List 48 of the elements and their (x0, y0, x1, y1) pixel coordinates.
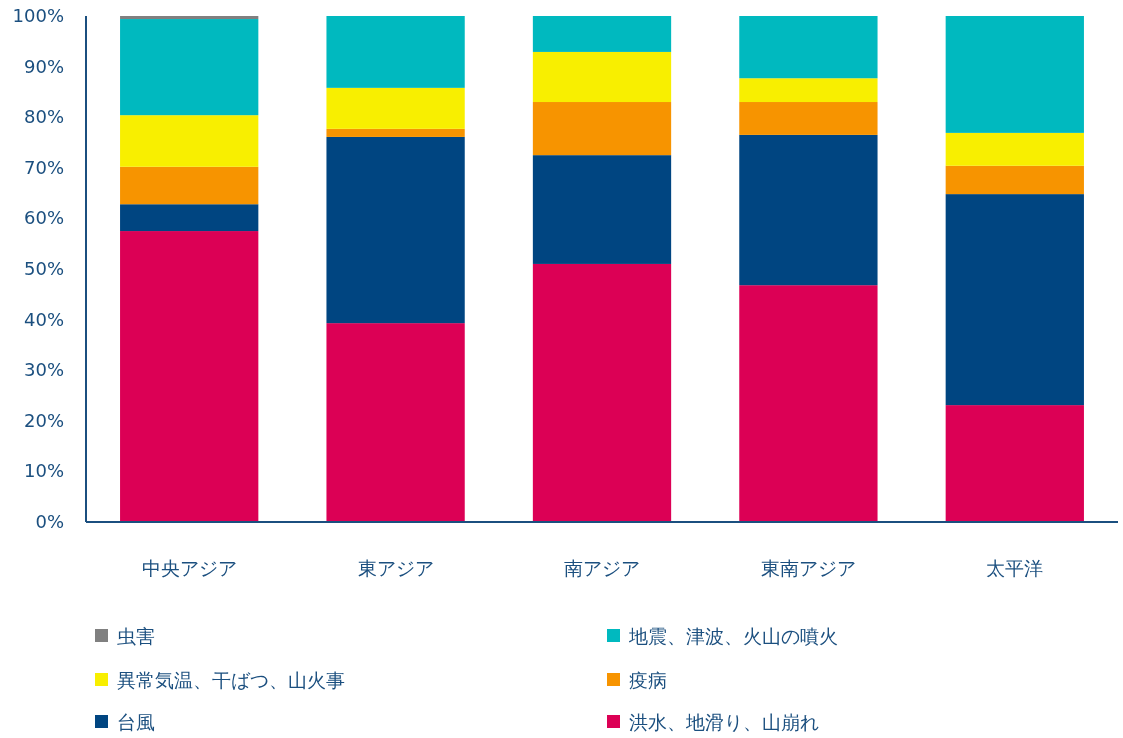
y-tick-label: 30% (23, 359, 64, 381)
bar (326, 16, 465, 88)
bar (532, 16, 672, 52)
bar (120, 16, 259, 20)
bar (532, 263, 672, 522)
x-tick-label: 太平洋 (986, 557, 1044, 579)
bar (532, 51, 672, 103)
legend-label: 異常気温、干ばつ、山火事 (117, 669, 345, 691)
bar (120, 19, 259, 116)
y-tick-label: 80% (23, 106, 64, 128)
bar (945, 194, 1084, 406)
bar (120, 166, 259, 205)
y-tick-label: 90% (23, 55, 64, 77)
bar (532, 102, 672, 156)
bar (326, 136, 465, 324)
y-tick-label: 0% (35, 511, 64, 532)
bar (532, 155, 672, 264)
legend-label: 台風 (117, 711, 155, 733)
legend-label: 虫害 (117, 625, 155, 647)
bar (739, 102, 878, 135)
x-tick-label: 東アジア (357, 557, 434, 579)
bar (945, 132, 1084, 166)
legend-label: 洪水、地滑り、山崩れ (629, 711, 819, 733)
bar (326, 323, 465, 522)
bar (739, 134, 878, 286)
bar (739, 285, 878, 522)
bar (326, 87, 465, 129)
bar (945, 405, 1084, 522)
x-tick-label: 東南アジア (760, 557, 856, 579)
bar (945, 165, 1084, 195)
bar (739, 78, 878, 103)
y-tick-label: 10% (23, 460, 64, 482)
bar (120, 115, 259, 167)
y-tick-label: 100% (12, 5, 64, 26)
y-tick-label: 20% (23, 409, 64, 431)
legend-label: 地震、津波、火山の噴火 (628, 625, 838, 647)
y-tick-label: 40% (23, 308, 64, 330)
bar (120, 231, 259, 522)
bar (326, 128, 465, 137)
y-tick-label: 60% (23, 207, 64, 229)
bar (120, 204, 259, 232)
bar (945, 16, 1084, 133)
x-tick-label: 中央アジア (141, 557, 237, 579)
y-tick-label: 50% (23, 258, 64, 279)
legend-label: 疫病 (629, 669, 667, 691)
bar (739, 16, 878, 79)
x-tick-label: 南アジア (564, 557, 640, 579)
y-tick-label: 70% (23, 156, 64, 178)
